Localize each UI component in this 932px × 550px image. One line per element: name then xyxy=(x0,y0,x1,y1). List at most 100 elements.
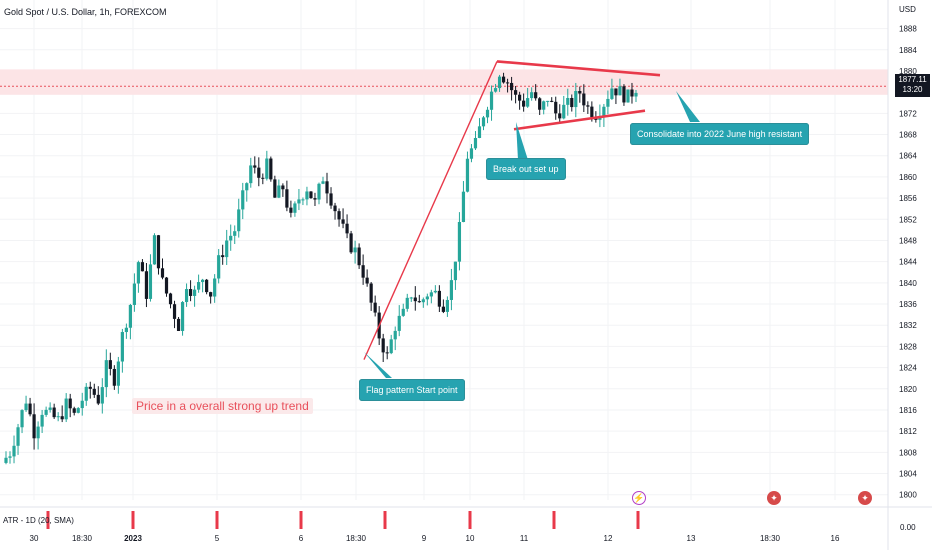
candle-body xyxy=(586,105,590,107)
candle-body xyxy=(265,158,269,179)
candle-body xyxy=(497,76,502,89)
candle-body xyxy=(485,109,490,118)
us-flag-icon[interactable]: ✦ xyxy=(767,491,781,505)
x-tick-label: 2023 xyxy=(124,534,142,543)
y-tick-label: 1832 xyxy=(899,321,917,330)
candle-body xyxy=(32,414,36,439)
candle-body xyxy=(449,280,454,300)
x-tick-label: 11 xyxy=(520,534,529,543)
last-price-value: 1877.11 xyxy=(898,75,927,84)
candle-body xyxy=(24,403,28,411)
candle-body xyxy=(184,289,189,303)
candle-body xyxy=(197,282,201,290)
candle-body xyxy=(221,255,225,258)
y-tick-label: 1872 xyxy=(899,109,917,118)
candle-body xyxy=(353,247,357,253)
candle-body xyxy=(501,76,506,83)
y-tick-label: 1868 xyxy=(899,131,917,140)
lightning-icon[interactable]: ⚡ xyxy=(632,491,646,505)
candle-body xyxy=(52,407,56,418)
candle-body xyxy=(389,339,393,354)
candle-body xyxy=(570,97,574,108)
candle-body xyxy=(213,278,217,297)
candle-body xyxy=(92,388,96,395)
candle-body xyxy=(417,301,421,303)
x-tick-label: 30 xyxy=(30,534,39,543)
candle-body xyxy=(538,98,542,110)
candle-body xyxy=(365,277,369,284)
candle-body xyxy=(217,255,221,279)
candle-body xyxy=(229,235,233,241)
y-tick-label: 1808 xyxy=(899,448,917,457)
candle-body xyxy=(425,296,429,300)
candle-body xyxy=(205,279,209,293)
flag-start-callout[interactable]: Flag pattern Start point xyxy=(359,379,465,401)
x-tick-label: 10 xyxy=(466,534,475,543)
us-flag-icon[interactable]: ✦ xyxy=(858,491,872,505)
trend-annotation[interactable]: Price in a overall strong up trend xyxy=(132,398,313,414)
candle-body xyxy=(281,185,285,190)
candle-body xyxy=(393,330,397,340)
currency-label: USD xyxy=(899,5,916,14)
candle-body xyxy=(152,235,157,265)
resistance-zone xyxy=(0,69,888,95)
candle-body xyxy=(20,410,24,428)
candle-body xyxy=(124,327,128,333)
candle-body xyxy=(473,137,478,149)
candle-body xyxy=(76,408,80,413)
y-tick-label: 1816 xyxy=(899,406,917,415)
candle-body xyxy=(60,416,64,420)
candle-body xyxy=(457,222,462,262)
y-tick-label: 1880 xyxy=(899,67,917,76)
candle-body xyxy=(12,445,16,457)
candle-body xyxy=(48,407,52,410)
candle-body xyxy=(602,106,606,116)
candle-body xyxy=(558,113,562,119)
candle-body xyxy=(112,368,116,386)
x-tick-label: 18:30 xyxy=(72,534,93,543)
trendline xyxy=(513,109,646,131)
candle-body xyxy=(546,100,550,102)
breakout-callout[interactable]: Break out set up xyxy=(486,158,566,180)
candle-body xyxy=(409,297,413,299)
candle-body xyxy=(385,352,389,354)
candle-body xyxy=(201,279,205,283)
candle-body xyxy=(44,409,48,415)
y-tick-label: 1820 xyxy=(899,385,917,394)
candle-body xyxy=(249,165,253,184)
candle-body xyxy=(610,88,614,99)
consolidate-callout[interactable]: Consolidate into 2022 June high resistan… xyxy=(630,123,810,145)
y-tick-label: 1884 xyxy=(899,46,917,55)
candle-body xyxy=(554,101,558,114)
candle-body xyxy=(28,403,32,415)
candle-body xyxy=(277,185,281,198)
consolidate-callout-pointer xyxy=(676,91,700,122)
candle-body xyxy=(84,386,88,401)
breakout-callout-pointer xyxy=(516,122,528,160)
candle-body xyxy=(293,203,297,213)
candle-body xyxy=(168,293,173,305)
candle-body xyxy=(381,338,385,353)
candle-body xyxy=(622,86,626,103)
candle-body xyxy=(273,179,277,198)
candle-body xyxy=(493,88,498,92)
candle-body xyxy=(68,398,72,409)
x-tick-label: 9 xyxy=(422,534,427,543)
candle-body xyxy=(542,101,546,110)
y-tick-label: 1860 xyxy=(899,173,917,182)
x-tick-label: 18:30 xyxy=(346,534,367,543)
candle-body xyxy=(465,158,470,192)
candle-body xyxy=(369,283,373,303)
candle-body xyxy=(180,302,185,331)
y-tick-label: 1800 xyxy=(899,491,917,500)
atr-bar xyxy=(131,511,135,529)
candle-body xyxy=(630,89,634,97)
candle-body xyxy=(481,117,486,127)
candle-body xyxy=(116,361,120,386)
candle-body xyxy=(590,106,594,118)
candle-body xyxy=(257,167,261,178)
atr-indicator-label[interactable]: ATR - 1D (20, SMA) xyxy=(3,516,74,525)
chart-title: Gold Spot / U.S. Dollar, 1h, FOREXCOM xyxy=(4,7,167,17)
candle-body xyxy=(634,92,638,97)
